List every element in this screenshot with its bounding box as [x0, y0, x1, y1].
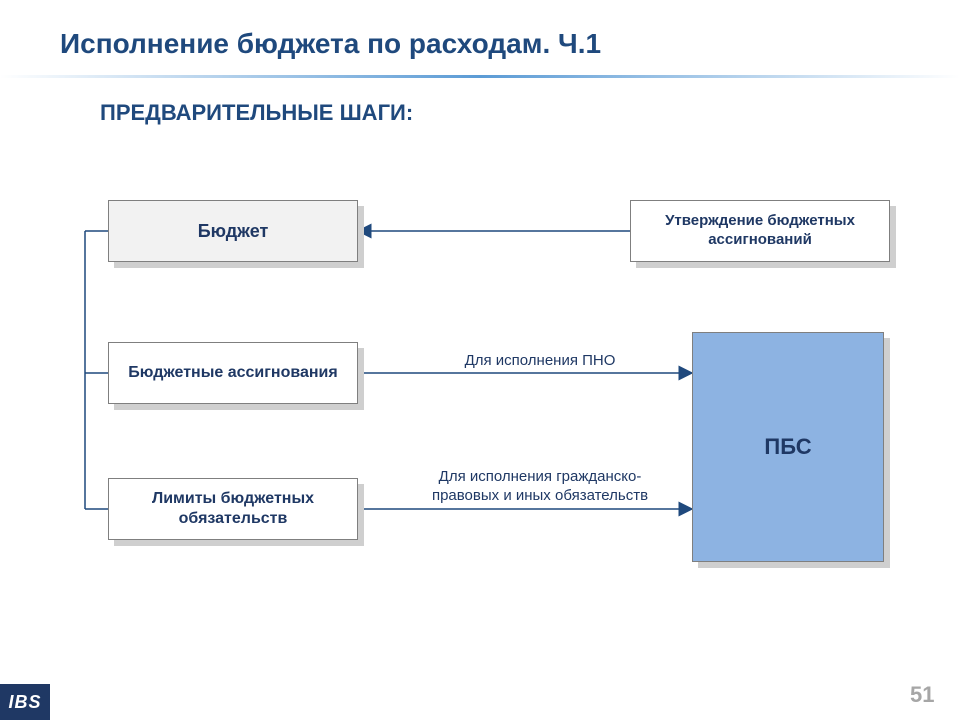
- node-limits: Лимиты бюджетных обязательств: [108, 478, 364, 546]
- node-assign: Бюджетные ассигнования: [108, 342, 364, 410]
- node-budget: Бюджет: [108, 200, 364, 268]
- node-approve: Утверждение бюджетных ассигнований: [630, 200, 896, 268]
- logo-ibs: IBS: [0, 684, 50, 720]
- edge-label-other: Для исполнения гражданско-правовых и ины…: [430, 468, 650, 506]
- title-underline: [0, 75, 960, 78]
- page-number: 51: [910, 682, 934, 708]
- node-pbs: ПБС: [692, 332, 890, 568]
- slide: Исполнение бюджета по расходам. Ч.1 ПРЕД…: [0, 0, 960, 720]
- slide-subtitle: ПРЕДВАРИТЕЛЬНЫЕ ШАГИ:: [100, 100, 413, 126]
- edge-label-pno: Для исполнения ПНО: [440, 352, 640, 371]
- slide-title: Исполнение бюджета по расходам. Ч.1: [60, 28, 601, 60]
